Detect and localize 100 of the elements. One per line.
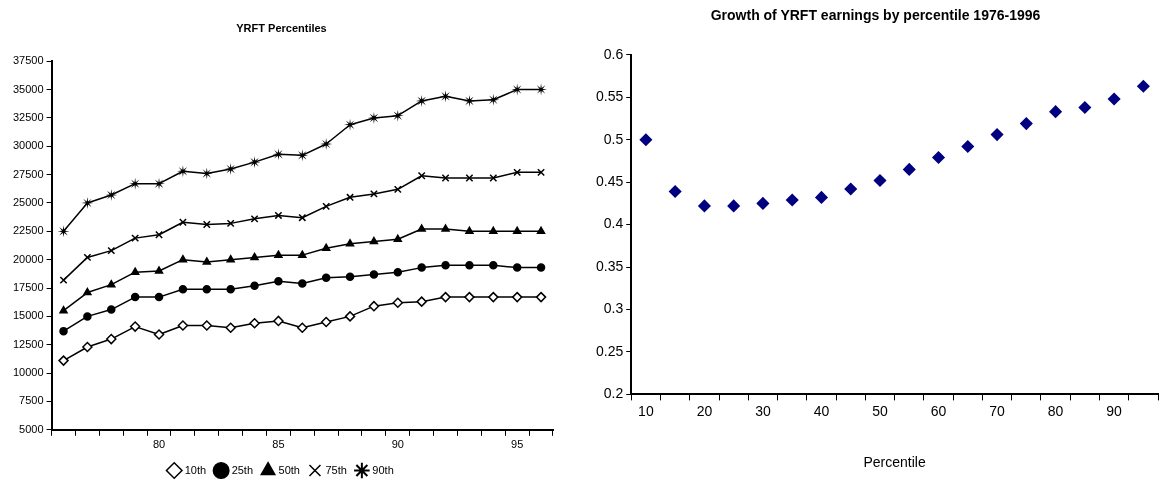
point [1107, 92, 1121, 106]
point [249, 317, 260, 329]
point [756, 197, 770, 210]
point [250, 252, 259, 261]
point [441, 174, 450, 182]
legend-label: 50th [278, 463, 300, 476]
point [489, 174, 498, 182]
point [226, 254, 235, 263]
point [59, 326, 68, 336]
point [83, 312, 92, 321]
point [321, 273, 331, 283]
point [465, 261, 474, 270]
y-tick-label: 0.25 [596, 342, 624, 359]
point [416, 296, 427, 307]
point [873, 174, 887, 187]
y-tick-label: 0.6 [603, 45, 624, 62]
point [107, 246, 116, 255]
y-tick-label: 25000 [12, 196, 44, 208]
point [274, 250, 283, 258]
x-tick-label: 80 [1047, 402, 1064, 419]
point [83, 287, 92, 296]
point [202, 220, 211, 229]
point [668, 185, 682, 198]
point [932, 151, 945, 164]
point [393, 234, 403, 243]
point [129, 321, 141, 332]
chart-title: YRFT Percentiles [236, 21, 327, 34]
point [248, 156, 261, 169]
point [465, 226, 474, 235]
y-tick-label: 27500 [12, 167, 44, 180]
point [536, 226, 546, 235]
point [511, 291, 523, 303]
point [178, 284, 188, 294]
x-tick-label: 60 [930, 402, 947, 419]
point [536, 263, 546, 272]
point [368, 300, 380, 312]
point [391, 109, 404, 122]
point [298, 279, 307, 288]
point [639, 133, 653, 146]
y-tick-label: 22500 [12, 224, 44, 237]
y-tick-label: 17500 [12, 281, 44, 294]
point [178, 254, 188, 263]
point [961, 140, 975, 153]
point [345, 272, 355, 281]
point [177, 320, 189, 331]
y-tick-label: 0.2 [603, 385, 624, 402]
point [727, 199, 740, 213]
y-tick-label: 35000 [12, 82, 44, 95]
point [512, 263, 522, 272]
point [513, 168, 522, 177]
point [107, 279, 116, 288]
point [415, 94, 428, 107]
point [250, 281, 259, 291]
point [200, 167, 213, 180]
y-tick-label: 0.35 [596, 257, 624, 274]
point [106, 333, 117, 345]
x-tick-label: 95 [511, 438, 524, 451]
legend-label: 25th [231, 463, 254, 476]
x-tick-label: 40 [813, 402, 830, 419]
point [202, 284, 212, 294]
point [131, 234, 140, 243]
point [903, 163, 916, 176]
point [392, 297, 404, 309]
x-tick-label: 85 [272, 438, 285, 451]
point [201, 320, 213, 331]
legend-label: 10th [184, 463, 207, 476]
point [369, 270, 379, 279]
point [130, 292, 140, 302]
point [785, 193, 799, 207]
point [274, 211, 283, 220]
x-axis-title: Percentile [863, 454, 926, 471]
point [58, 355, 69, 366]
point [369, 236, 379, 245]
legend-label: 90th [372, 463, 394, 476]
x-tick-label: 10 [638, 402, 654, 419]
point [202, 257, 211, 265]
point [1137, 79, 1150, 93]
point [59, 276, 68, 285]
point [130, 267, 140, 275]
point [298, 213, 307, 222]
point [441, 224, 450, 232]
point [1049, 105, 1062, 118]
point [322, 202, 331, 211]
point [1078, 101, 1092, 114]
y-tick-label: 37500 [12, 54, 44, 67]
point [465, 174, 474, 182]
point [698, 199, 711, 213]
y-tick-label: 32500 [12, 110, 44, 123]
point [154, 266, 164, 274]
y-tick-label: 15000 [12, 309, 44, 322]
point [990, 128, 1004, 141]
point [344, 311, 356, 322]
point [441, 261, 450, 270]
point [320, 316, 332, 328]
point [59, 305, 68, 314]
legend-label: 75th [325, 463, 347, 476]
y-tick-label: 7500 [19, 394, 44, 407]
point [153, 329, 165, 340]
y-tick-label: 5000 [19, 422, 44, 435]
y-tick-label: 0.4 [603, 215, 624, 232]
